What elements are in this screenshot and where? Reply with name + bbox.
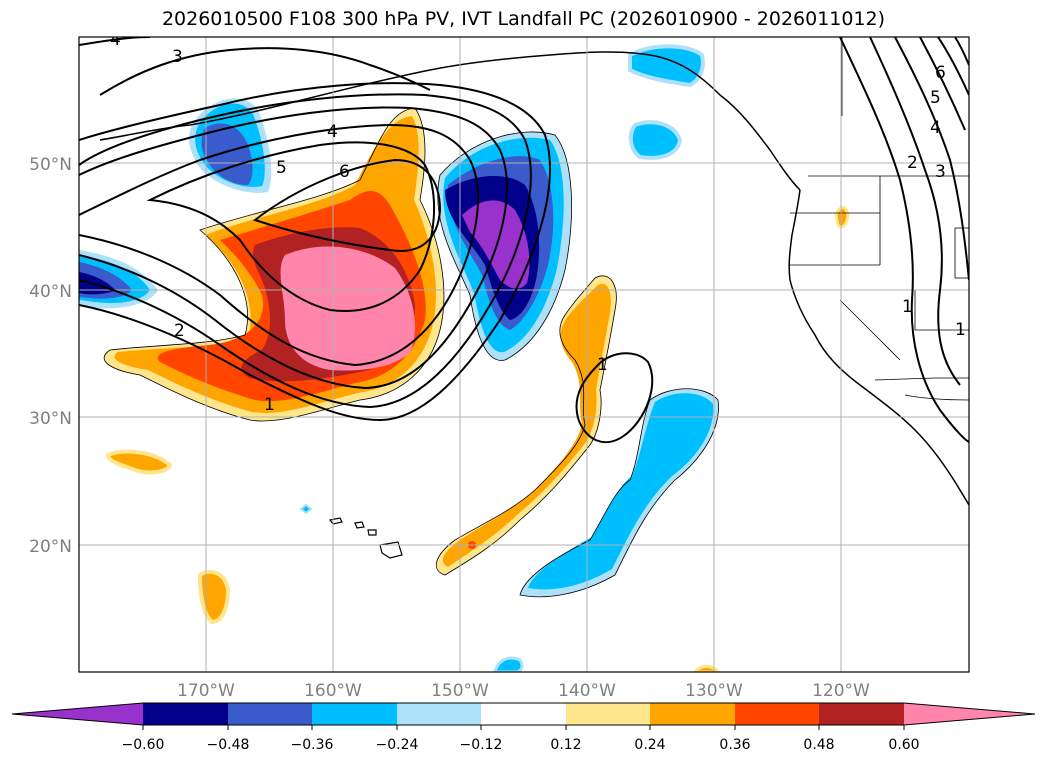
colorbar-label-8: 0.48 [803,737,834,753]
positive-anomaly-central [104,108,444,421]
contour-3-east [894,37,969,281]
contour-label-1: 1 [264,395,275,415]
shade-pos-oregon [834,206,850,229]
contour-1-closed [575,352,654,444]
lat-label-50N: 50°N [29,155,72,175]
shade-neg-dot [299,503,313,515]
contour-label-2-east: 2 [907,153,918,173]
hawaii [328,517,403,559]
colorbar-label-6: 0.24 [634,737,665,753]
contour-label-6: 6 [339,162,350,182]
shade-neg-west-0.48 [79,272,115,295]
lat-labels: 20°N 30°N 40°N 50°N [29,155,72,557]
colorbar-label-3: −0.24 [376,737,419,753]
colorbar-label-5: 0.12 [550,737,581,753]
colorbar-label-2: −0.36 [291,737,334,753]
map-title: 2026010500 F108 300 hPa PV, IVT Landfall… [161,8,886,30]
colorbar-label-7: 0.36 [719,737,750,753]
contour-1-east [839,37,969,443]
contour-3 [79,106,508,390]
colorbar-label-9: 0.60 [888,737,919,753]
contour-6 [252,158,442,252]
lat-label-30N: 30°N [29,409,72,429]
colorbar-swatch-9 [819,703,904,725]
contour-label-1b: 1 [597,355,608,375]
colorbar-swatch-2 [228,703,312,725]
contour-4-east [919,37,966,131]
shade-neg-al-0.36 [201,123,253,185]
lon-label-140W: 140°W [558,681,616,701]
contour-5-east [937,37,969,96]
shade-neg-se-0.24 [528,393,714,590]
colorbar-swatch-6 [566,703,650,725]
contour-label-3: 3 [172,47,183,67]
colorbar-swatch-7 [650,703,735,725]
contour-2 [79,93,532,409]
contour-labels: 1 1 2 3 4 5 6 1 2 3 4 5 6 4 1 [110,30,966,415]
lon-label-150W: 150°W [431,681,489,701]
contour-label-6-east: 6 [935,63,946,83]
shade-neg-alaska [628,44,705,88]
shade-neg-0.60 [462,200,530,289]
colorbar-swatch-8 [735,703,819,725]
colorbar-swatch-3 [312,703,397,725]
colorbar-extend-min [12,703,143,725]
westcoast [788,189,969,506]
lon-label-160W: 160°W [304,681,362,701]
colorbar-ticks [142,725,905,730]
colorbar-extend-max [904,703,1035,725]
lat-label-20N: 20°N [29,537,72,557]
colorbar-swatch-4 [397,703,481,725]
lat-label-40N: 40°N [29,282,72,302]
shade-pos-bottom [693,664,720,672]
shade-sw-0.24 [442,283,611,567]
contour-2-east [869,37,961,386]
lon-label-170W: 170°W [177,681,235,701]
contour-label-5: 5 [276,158,287,178]
map-panel: 1 1 2 3 4 5 6 1 2 3 4 5 6 4 1 [79,30,969,672]
colorbar: −0.60 −0.48 −0.36 −0.24 −0.12 0.12 0.24 … [11,702,1036,753]
contour-label-3-east: 3 [935,162,946,182]
contour-label-2: 2 [174,321,185,341]
contour-label-4-north: 4 [110,30,121,50]
contour-label-4: 4 [327,122,338,142]
lon-label-130W: 130°W [685,681,743,701]
contour-3-north [99,47,431,96]
contour-6-east [954,37,969,66]
shade-neg-gulf-small [628,120,683,160]
map-frame [78,36,970,673]
lon-labels: 170°W 160°W 150°W 140°W 130°W 120°W [177,681,870,701]
shade-0.60 [280,246,415,371]
contour-label-1-edge: 1 [955,320,966,340]
contour-label-5-east: 5 [930,88,941,108]
contour-5 [146,141,435,312]
contour-label-1-east: 1 [902,297,913,317]
colorbar-swatch-5 [481,703,566,725]
shade-outlines [103,107,719,598]
alaska-coast [99,51,801,191]
negative-anomaly-southeast [520,388,719,597]
contour-4 [79,123,479,367]
shade-pos-small-south [197,569,231,625]
colorbar-label-4: −0.12 [460,737,503,753]
coastlines [99,51,969,506]
contour-label-4-east: 4 [930,118,941,138]
contour-1 [79,82,551,422]
colorbar-label-1: −0.48 [207,737,250,753]
colorbar-label-0: −0.60 [122,737,165,753]
shade-pos-small-west [105,449,173,475]
pv-contours [79,37,969,444]
colorbar-swatch-1 [143,703,228,725]
negative-anomaly-gulf [437,131,572,361]
lon-label-120W: 120°W [812,681,870,701]
